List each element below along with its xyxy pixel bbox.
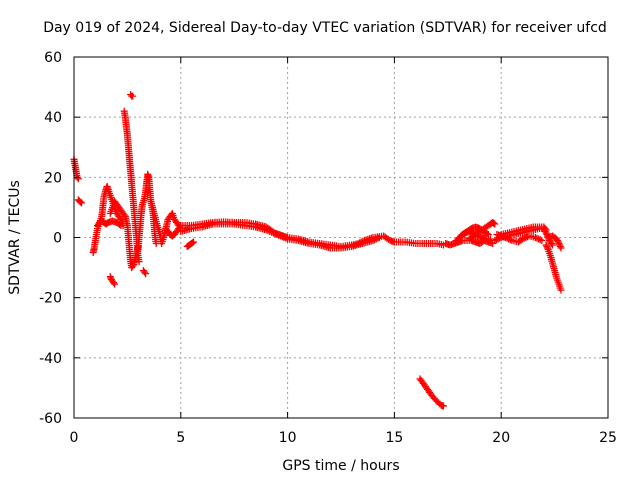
- series-segment: [177, 218, 447, 250]
- data-point-markers: [74, 196, 85, 207]
- series-segment: [139, 267, 150, 278]
- data-point-markers: [542, 241, 565, 294]
- data-point-markers: [493, 231, 546, 246]
- x-tick-label: 20: [492, 430, 510, 446]
- data-point-markers: [70, 155, 82, 183]
- series-segment: [74, 196, 85, 207]
- y-tick-label: -40: [39, 351, 62, 367]
- series-segment: [70, 155, 82, 183]
- series-segment: [127, 91, 137, 100]
- grid: [74, 57, 608, 418]
- series-segment: [542, 241, 565, 294]
- data-point-markers: [544, 232, 565, 252]
- series-segment: [106, 273, 119, 288]
- series-segment: [94, 217, 125, 229]
- data-point-markers: [106, 273, 119, 288]
- chart-title: Day 019 of 2024, Sidereal Day-to-day VTE…: [43, 20, 607, 36]
- data-point-markers: [127, 91, 137, 100]
- axes: 0 5 10 15 20 25 -60 -40 -20 0 20 40 60: [39, 50, 617, 446]
- series-segment: [544, 232, 565, 252]
- x-tick-label: 15: [385, 430, 403, 446]
- data-point-markers: [139, 267, 150, 278]
- y-axis-label: SDTVAR / TECUs: [7, 180, 23, 295]
- data-point-markers: [177, 220, 383, 252]
- y-tick-label: -20: [39, 291, 62, 307]
- x-tick-label: 0: [70, 430, 79, 446]
- x-axis-label: GPS time / hours: [282, 458, 399, 474]
- y-tick-label: 20: [44, 170, 62, 186]
- series-segment: [459, 223, 492, 238]
- data-point-markers: [94, 217, 125, 229]
- y-tick-label: 60: [44, 50, 62, 66]
- data-series: [70, 91, 565, 410]
- x-tick-label: 25: [599, 430, 617, 446]
- data-point-markers: [162, 222, 185, 240]
- data-point-markers: [459, 223, 492, 238]
- y-tick-label: -60: [39, 411, 62, 427]
- y-tick-label: 40: [44, 110, 62, 126]
- series-segment: [177, 220, 383, 252]
- data-point-markers: [183, 238, 198, 250]
- series-segment: [493, 231, 546, 246]
- series-segment: [416, 375, 447, 410]
- data-point-markers: [177, 218, 447, 250]
- series-segment: [183, 238, 198, 250]
- x-tick-label: 10: [279, 430, 297, 446]
- y-tick-label: 0: [53, 231, 62, 247]
- data-point-markers: [416, 375, 447, 410]
- x-tick-label: 5: [176, 430, 185, 446]
- series-segment: [162, 222, 185, 240]
